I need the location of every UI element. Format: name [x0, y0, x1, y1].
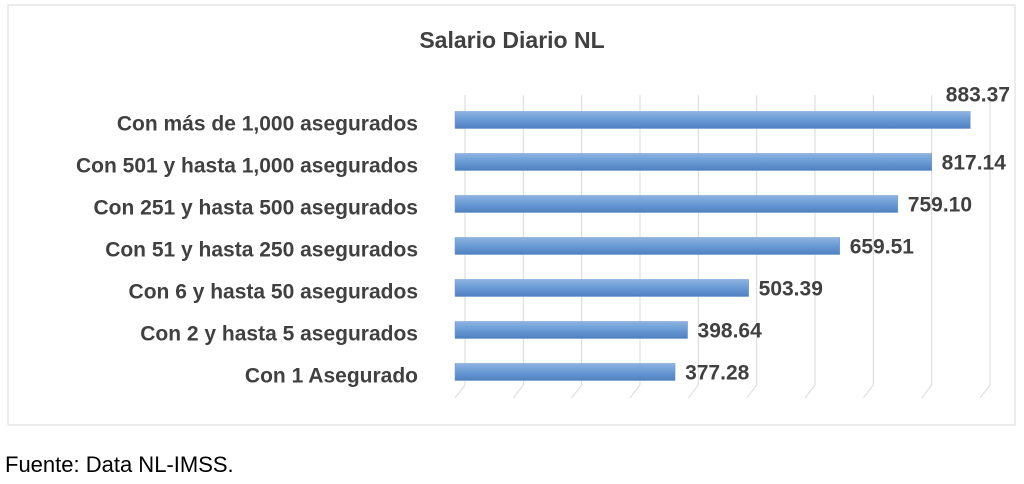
bar — [454, 195, 899, 213]
category-label: Con 1 Asegurado — [245, 365, 418, 388]
category-label: Con 251 y hasta 500 asegurados — [94, 197, 419, 220]
grid-line — [979, 95, 991, 399]
grid-line — [746, 95, 758, 399]
grid-line — [921, 95, 933, 399]
category-label: Con 51 y hasta 250 asegurados — [105, 239, 418, 262]
bar — [454, 111, 971, 129]
chart-frame — [7, 4, 1016, 426]
bar — [454, 153, 932, 171]
category-label: Con 501 y hasta 1,000 asegurados — [76, 155, 418, 178]
chart-title: Salario Diario NL — [419, 27, 604, 53]
value-label: 377.28 — [685, 362, 750, 385]
category-label: Con 2 y hasta 5 asegurados — [140, 323, 418, 346]
bar — [454, 279, 749, 297]
value-label: 883.37 — [946, 84, 1010, 107]
value-label: 759.10 — [908, 194, 972, 217]
category-label: Con 6 y hasta 50 asegurados — [129, 281, 418, 304]
grid-line — [687, 95, 699, 399]
grid-line — [862, 95, 874, 399]
grid-line — [454, 95, 466, 399]
grid-line — [629, 95, 641, 399]
value-label: 398.64 — [698, 320, 763, 343]
bar — [454, 237, 840, 255]
category-label: Con más de 1,000 asegurados — [117, 113, 418, 136]
bar — [454, 321, 688, 339]
value-label: 817.14 — [942, 152, 1007, 175]
value-label: 659.51 — [850, 236, 915, 259]
grid-line — [571, 95, 583, 399]
grid-line — [804, 95, 816, 399]
grid-line — [512, 95, 524, 399]
bar — [454, 363, 676, 381]
source-note: Fuente: Data NL-IMSS. — [5, 452, 234, 477]
value-label: 503.39 — [759, 278, 823, 301]
